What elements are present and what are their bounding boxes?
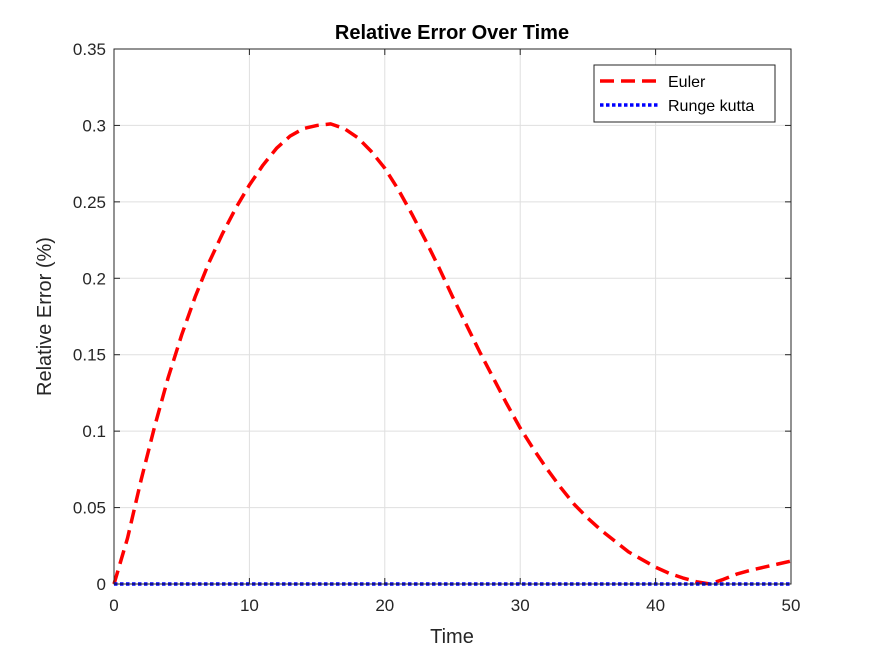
y-tick-label: 0.35 (73, 40, 106, 59)
chart-title: Relative Error Over Time (335, 22, 569, 44)
x-tick-label: 50 (782, 596, 801, 615)
x-tick-label: 0 (109, 596, 118, 615)
x-tick-label: 40 (646, 596, 665, 615)
x-axis-label: Time (430, 626, 474, 648)
legend-label-runge-kutta: Runge kutta (668, 98, 754, 115)
y-tick-label: 0.05 (73, 499, 106, 518)
series-line-euler (112, 122, 792, 586)
y-tick-label: 0 (97, 575, 106, 594)
x-tick-label: 20 (375, 596, 394, 615)
ticks (113, 48, 792, 585)
y-tick-label: 0.25 (73, 193, 106, 212)
grid (114, 49, 791, 584)
legend-box (593, 64, 776, 123)
y-tick-label: 0.3 (82, 116, 106, 135)
y-axis-label: Relative Error (%) (34, 237, 56, 396)
y-tick-labels: 0 0.05 0.1 0.15 0.2 0.25 0.3 0.35 (73, 40, 106, 594)
legend: Euler Runge kutta (593, 64, 776, 123)
y-tick-label: 0.1 (82, 422, 106, 441)
y-tick-label: 0.2 (82, 269, 106, 288)
x-tick-labels: 0 10 20 30 40 50 (109, 596, 800, 615)
y-tick-label: 0.15 (73, 346, 106, 365)
plot-frame (113, 48, 792, 585)
legend-label-euler: Euler (668, 74, 706, 91)
plot-area (114, 49, 791, 584)
x-tick-label: 30 (511, 596, 530, 615)
x-tick-label: 10 (240, 596, 259, 615)
